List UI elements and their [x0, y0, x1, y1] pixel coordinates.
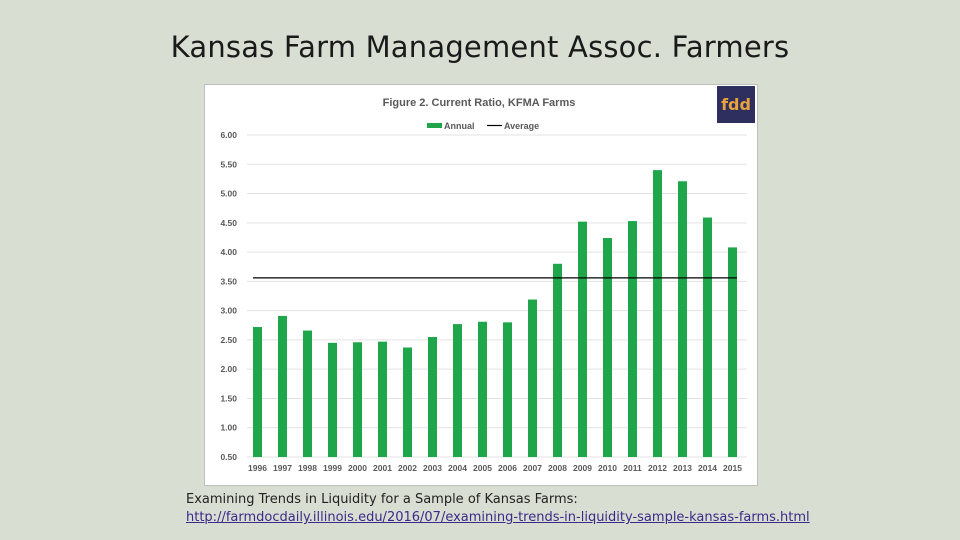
bar-1996: [253, 327, 262, 457]
bar-2008: [553, 263, 562, 457]
logo-text: fdd: [721, 95, 751, 114]
y-axis-ticks: 6.00 5.50 5.00 4.50 4.00 3.50 3.00 2.50 2.00 1.50…: [220, 130, 237, 462]
y-tick-label: 4.50: [220, 218, 237, 228]
x-tick-label: 1998: [298, 463, 317, 473]
bar-2009: [578, 221, 587, 457]
chart-legend: Annual Average: [427, 121, 539, 131]
bar-2011: [628, 221, 637, 457]
y-tick-label: 5.00: [220, 189, 237, 199]
y-tick-label: 6.00: [220, 130, 237, 140]
y-tick-label: 3.50: [220, 276, 237, 286]
x-tick-label: 2009: [573, 463, 592, 473]
y-tick-label: 2.00: [220, 364, 237, 374]
y-tick-label: 4.00: [220, 247, 237, 257]
y-tick-label: 3.00: [220, 306, 237, 316]
y-tick-label: 1.00: [220, 423, 237, 433]
bar-2000: [353, 342, 362, 457]
bar-2007: [528, 299, 537, 457]
x-tick-label: 1996: [248, 463, 267, 473]
bar-2004: [453, 324, 462, 457]
bar-2013: [678, 181, 687, 457]
x-tick-label: 2000: [348, 463, 367, 473]
bar-2006: [503, 322, 512, 457]
x-tick-label: 2006: [498, 463, 517, 473]
bar-2002: [403, 347, 412, 457]
chart-panel: Figure 2. Current Ratio, KFMA Farms Annu…: [204, 84, 758, 486]
bar-2003: [428, 336, 437, 457]
bar-2010: [603, 238, 612, 457]
x-tick-label: 2010: [598, 463, 617, 473]
y-tick-label: 0.50: [220, 452, 237, 462]
legend-swatch-annual: [427, 123, 442, 128]
caption: Examining Trends in Liquidity for a Samp…: [186, 491, 810, 527]
x-tick-label: 2001: [373, 463, 392, 473]
grid-lines: [247, 134, 747, 458]
x-tick-label: 2002: [398, 463, 417, 473]
bar-2001: [378, 341, 387, 457]
y-tick-label: 2.50: [220, 335, 237, 345]
source-link[interactable]: http://farmdocdaily.illinois.edu/2016/07…: [186, 510, 810, 525]
bar-1999: [328, 342, 337, 457]
legend-label-average: Average: [504, 121, 539, 131]
y-tick-label: 5.50: [220, 159, 237, 169]
x-tick-label: 2008: [548, 463, 567, 473]
bar-2012: [653, 170, 662, 458]
bar-chart: Figure 2. Current Ratio, KFMA Farms Annu…: [220, 97, 747, 473]
fdd-logo: fdd: [717, 86, 755, 123]
bar-2014: [703, 217, 712, 457]
x-tick-label: 2014: [698, 463, 717, 473]
x-tick-label: 2011: [623, 463, 642, 473]
x-tick-label: 2012: [648, 463, 667, 473]
x-tick-label: 1997: [273, 463, 292, 473]
x-tick-label: 2004: [448, 463, 467, 473]
slide-title: Kansas Farm Management Assoc. Farmers: [170, 30, 790, 64]
bars: [253, 170, 737, 458]
x-tick-label: 2007: [523, 463, 542, 473]
chart-title: Figure 2. Current Ratio, KFMA Farms: [383, 97, 576, 109]
caption-text: Examining Trends in Liquidity for a Samp…: [186, 492, 578, 507]
x-tick-label: 2003: [423, 463, 442, 473]
bar-2005: [478, 321, 487, 457]
x-tick-label: 2013: [673, 463, 692, 473]
bar-2015: [728, 247, 737, 457]
x-tick-label: 2015: [723, 463, 742, 473]
bar-1997: [278, 315, 287, 457]
y-tick-label: 1.50: [220, 393, 237, 403]
x-tick-label: 2005: [473, 463, 492, 473]
bar-1998: [303, 330, 312, 457]
x-axis-ticks: 1996 1997 1998 1999 2000 2001 2002 2003 2004 2005…: [248, 463, 742, 473]
legend-label-annual: Annual: [444, 121, 475, 131]
x-tick-label: 1999: [323, 463, 342, 473]
